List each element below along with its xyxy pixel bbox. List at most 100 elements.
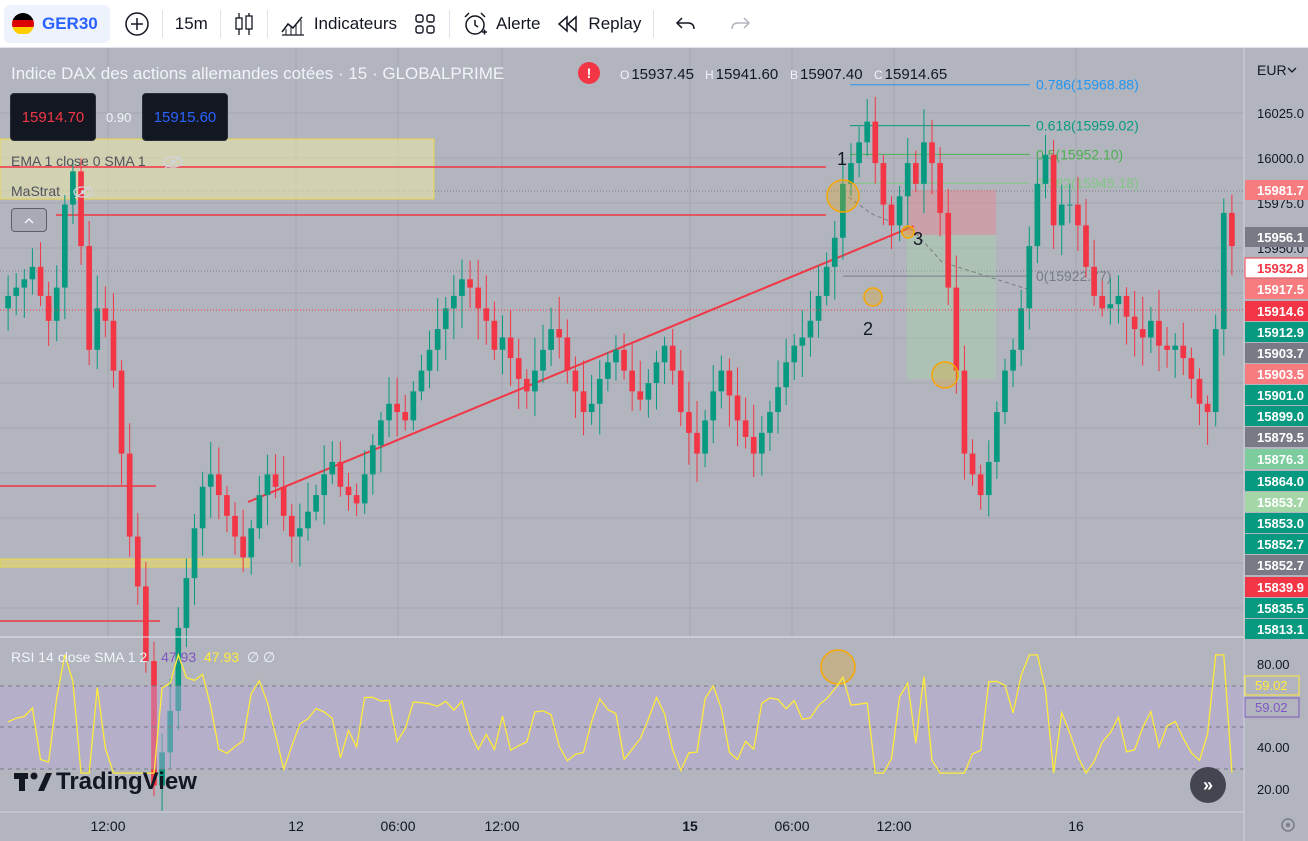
candle bbox=[410, 380, 417, 431]
wave-label-3: 3 bbox=[913, 229, 923, 249]
alert-label: Alerte bbox=[496, 13, 541, 33]
short-position-target-zone[interactable] bbox=[907, 235, 996, 379]
svg-text:15879.5: 15879.5 bbox=[1257, 430, 1304, 445]
currency-chevron-icon[interactable] bbox=[1287, 67, 1297, 73]
candle bbox=[207, 441, 214, 519]
tradingview-logo[interactable]: TradingView bbox=[14, 768, 197, 796]
compare-button[interactable] bbox=[116, 5, 158, 43]
settings-gear-icon[interactable] bbox=[1281, 818, 1295, 832]
rsi-value: 47.93 bbox=[161, 649, 197, 665]
candle bbox=[45, 281, 52, 346]
candle bbox=[556, 296, 563, 359]
candle bbox=[256, 475, 263, 539]
candle bbox=[321, 445, 328, 525]
highlight-circle-1[interactable] bbox=[826, 179, 860, 213]
candle bbox=[29, 248, 36, 295]
toolbar-separator bbox=[449, 9, 450, 38]
price-axis[interactable]: EUR 16025.016000.015975.015950.015981.71… bbox=[1243, 48, 1308, 841]
undo-button[interactable] bbox=[666, 5, 706, 43]
scroll-to-realtime-button[interactable]: » bbox=[1190, 767, 1226, 803]
candle bbox=[240, 509, 246, 573]
candle bbox=[94, 275, 101, 370]
candle bbox=[507, 310, 514, 386]
trend-line[interactable] bbox=[247, 225, 915, 503]
price-label: 15901.0 bbox=[1245, 385, 1308, 405]
candle bbox=[1010, 338, 1016, 388]
price-label: 15864.0 bbox=[1245, 471, 1308, 491]
redo-button[interactable] bbox=[720, 5, 760, 43]
candle bbox=[1139, 296, 1146, 366]
price-label: 15917.5 bbox=[1245, 279, 1308, 299]
candle bbox=[361, 450, 368, 514]
candle bbox=[499, 315, 506, 375]
short-position-stop-zone[interactable] bbox=[907, 190, 996, 235]
candle bbox=[434, 298, 441, 372]
candle bbox=[750, 404, 757, 478]
price-label: 15981.7 bbox=[1245, 180, 1308, 200]
replay-button[interactable]: Replay bbox=[548, 5, 649, 43]
path-dashed-line[interactable] bbox=[842, 192, 1031, 291]
candle bbox=[5, 275, 11, 331]
toolbar-separator bbox=[266, 9, 268, 38]
toolbar-separator bbox=[653, 9, 655, 38]
currency-label[interactable]: EUR bbox=[1257, 62, 1287, 78]
candle bbox=[232, 502, 238, 555]
candle bbox=[532, 337, 538, 417]
rsi-highlight-circle[interactable] bbox=[820, 649, 856, 685]
candle bbox=[929, 119, 935, 195]
rsi-legend[interactable]: RSI 14 close SMA 1 2 47.93 47.93 ∅ ∅ bbox=[11, 649, 275, 666]
time-axis[interactable]: 12:00 12 06:00 12:00 15 06:00 12:00 16 bbox=[0, 811, 1244, 834]
candle bbox=[912, 150, 919, 193]
candle bbox=[118, 360, 125, 485]
rsi-label-purple: 59.02 bbox=[1244, 697, 1300, 718]
symbol-search-button[interactable]: GER30 bbox=[4, 4, 110, 43]
indicators-button[interactable]: Indicateurs bbox=[272, 5, 405, 43]
candle bbox=[945, 188, 952, 306]
price-label: 15813.1 bbox=[1245, 619, 1308, 639]
candle bbox=[369, 434, 376, 495]
highlight-circle-2[interactable] bbox=[863, 287, 883, 307]
svg-text:15853.0: 15853.0 bbox=[1257, 516, 1304, 531]
candle bbox=[985, 440, 992, 517]
candle bbox=[491, 301, 498, 361]
price-label: 15956.1 bbox=[1245, 227, 1308, 247]
redo-icon bbox=[731, 16, 751, 29]
rsi-label-yellow: 59.02 bbox=[1244, 675, 1300, 696]
svg-text:15914.6: 15914.6 bbox=[1257, 304, 1304, 319]
price-chart[interactable]: 0.786(15968.88) 0.618(15959.02) 0.5(15952.… bbox=[0, 48, 1308, 841]
candle bbox=[467, 260, 473, 309]
candle bbox=[102, 286, 109, 338]
candle bbox=[734, 367, 741, 447]
candle bbox=[1042, 134, 1049, 199]
zone-rectangle[interactable] bbox=[0, 138, 435, 200]
price-label: 15912.9 bbox=[1245, 322, 1308, 342]
price-label: 15853.7 bbox=[1245, 492, 1308, 512]
svg-text:15932.8: 15932.8 bbox=[1257, 261, 1304, 276]
candle bbox=[313, 484, 319, 521]
candle bbox=[442, 297, 449, 360]
candle bbox=[548, 307, 554, 366]
candle bbox=[856, 126, 862, 178]
templates-button[interactable] bbox=[405, 5, 445, 43]
undo-icon bbox=[676, 16, 696, 29]
plus-circle-icon bbox=[125, 11, 149, 36]
alert-button[interactable]: Alerte bbox=[454, 5, 548, 43]
zone-rectangle-small[interactable] bbox=[0, 558, 250, 568]
chart-type-button[interactable] bbox=[225, 5, 263, 43]
candles-icon bbox=[235, 12, 253, 35]
price-label: 15835.5 bbox=[1245, 598, 1308, 618]
symbol-label: GER30 bbox=[42, 13, 98, 33]
candle bbox=[1083, 198, 1089, 278]
highlight-circle-3[interactable] bbox=[931, 361, 959, 389]
highlight-circle-4[interactable] bbox=[901, 225, 915, 239]
candle bbox=[264, 454, 271, 526]
candle bbox=[694, 400, 700, 482]
candle bbox=[1164, 327, 1170, 368]
candle bbox=[110, 293, 117, 388]
candle bbox=[353, 483, 360, 516]
candle bbox=[791, 333, 798, 380]
candle bbox=[272, 454, 279, 499]
price-label: 15839.9 bbox=[1245, 577, 1308, 597]
interval-button[interactable]: 15m bbox=[174, 13, 208, 33]
candle bbox=[305, 482, 311, 541]
